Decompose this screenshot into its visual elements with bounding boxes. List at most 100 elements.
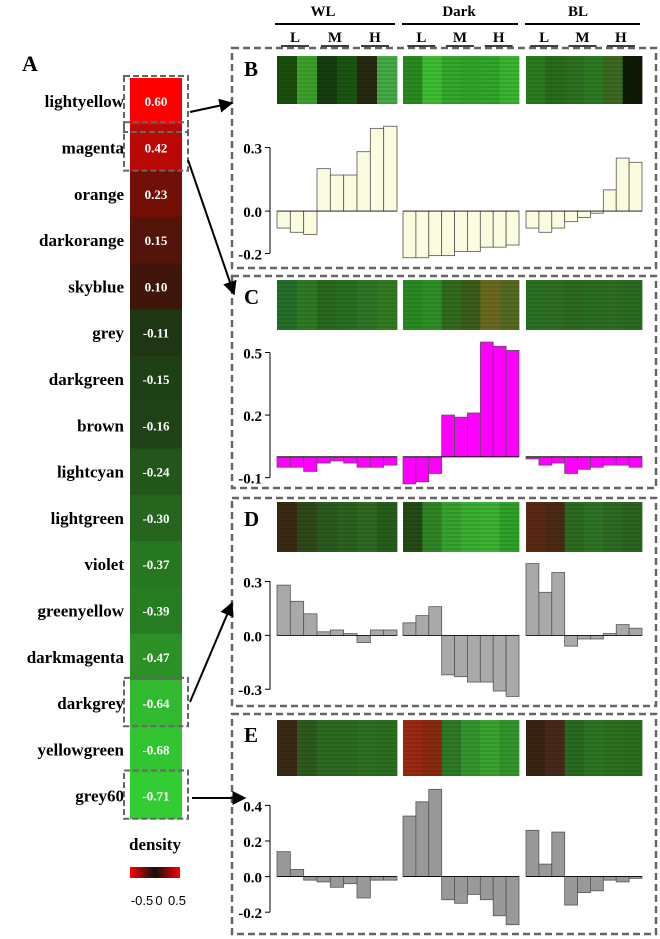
level-label: L bbox=[539, 30, 549, 46]
expression-bar bbox=[590, 876, 604, 892]
expression-bar bbox=[492, 634, 507, 692]
expression-bar bbox=[577, 456, 591, 470]
heatmap-cell bbox=[130, 541, 182, 588]
level-label: M bbox=[453, 30, 467, 46]
expression-bar bbox=[415, 456, 430, 483]
heatmap-cell bbox=[130, 726, 182, 773]
expression-bar bbox=[505, 350, 520, 458]
expression-strip-cell bbox=[422, 502, 443, 552]
expression-strip-cell bbox=[584, 280, 604, 330]
level-label: H bbox=[369, 30, 381, 46]
expression-strip-cell bbox=[499, 502, 520, 552]
y-tick-label: -0.2 bbox=[238, 906, 262, 922]
expression-bar bbox=[402, 622, 417, 636]
expression-strip-cell bbox=[461, 720, 481, 776]
expression-bar bbox=[564, 634, 578, 647]
module-trait-heatmap: 0.60 lightyellow 0.42 magenta 0.23 orange 0.15… bbox=[27, 75, 189, 820]
module-name-label: grey bbox=[92, 324, 124, 343]
expression-strip-cell bbox=[317, 720, 338, 776]
expression-strip-cell bbox=[480, 280, 501, 330]
expression-strip-cell bbox=[480, 56, 501, 104]
module-expression-panels: B 0.3 0.0 -0.2 C 0.5 0.2 -0.1 D 0.3 0.0 -0.3 E 0.4 0.2… bbox=[230, 46, 658, 936]
colorbar-tick-mid: 0 bbox=[155, 893, 162, 908]
expression-bar bbox=[615, 456, 630, 466]
expression-strip-cell bbox=[564, 56, 585, 104]
expression-strip-cell bbox=[526, 502, 546, 552]
expression-bar bbox=[505, 634, 520, 697]
expression-strip-cell bbox=[422, 280, 443, 330]
expression-bar bbox=[316, 456, 331, 464]
expression-bar bbox=[525, 210, 540, 229]
expression-bar bbox=[356, 456, 371, 468]
expression-bar bbox=[564, 456, 578, 474]
expression-strip-cell bbox=[564, 720, 585, 776]
expression-strip-cell bbox=[277, 280, 298, 330]
expression-strip-cell bbox=[337, 502, 358, 552]
expression-strip-cell bbox=[461, 280, 481, 330]
level-label: H bbox=[615, 30, 627, 46]
expression-bar bbox=[454, 416, 468, 458]
y-tick-label: -0.1 bbox=[238, 472, 262, 488]
expression-bar bbox=[454, 634, 468, 678]
expression-strip-cell bbox=[317, 56, 338, 104]
expression-strip-cell bbox=[403, 56, 423, 104]
expression-strip-cell bbox=[480, 502, 501, 552]
expression-bar bbox=[551, 210, 566, 229]
expression-strip-cell bbox=[317, 502, 338, 552]
expression-strip-cell bbox=[622, 56, 643, 104]
expression-strip-cell bbox=[622, 502, 643, 552]
expression-bar bbox=[441, 634, 455, 676]
module-name-label: darkgrey bbox=[57, 694, 124, 713]
expression-strip-cell bbox=[584, 56, 604, 104]
level-label: L bbox=[416, 30, 426, 46]
y-tick-label: -0.2 bbox=[238, 248, 262, 264]
arrow-to-d bbox=[189, 601, 234, 703]
level-label: M bbox=[575, 30, 589, 46]
module-name-label: yellowgreen bbox=[37, 740, 124, 759]
level-label: L bbox=[290, 30, 300, 46]
expression-bar bbox=[369, 456, 385, 468]
expression-strip-cell bbox=[499, 280, 520, 330]
expression-bar bbox=[441, 210, 455, 257]
heatmap-cell bbox=[130, 587, 182, 635]
expression-bar bbox=[303, 876, 318, 881]
cell-value-label: -0.47 bbox=[142, 650, 170, 665]
expression-strip-cell bbox=[422, 720, 443, 776]
expression-strip-cell bbox=[297, 280, 318, 330]
expression-bar bbox=[505, 876, 520, 926]
expression-bar bbox=[276, 584, 291, 636]
expression-bar bbox=[329, 174, 345, 212]
expression-bar bbox=[289, 600, 305, 636]
heatmap-cell bbox=[130, 124, 182, 172]
expression-bar bbox=[303, 210, 318, 235]
heatmap-cell bbox=[130, 216, 182, 264]
expression-strip-cell bbox=[545, 56, 566, 104]
expression-strip-cell bbox=[357, 56, 378, 104]
module-name-label: darkgreen bbox=[49, 370, 125, 389]
expression-bar bbox=[551, 572, 566, 636]
expression-strip-cell bbox=[277, 56, 298, 104]
expression-bar bbox=[402, 815, 417, 877]
expression-strip-cell bbox=[297, 720, 318, 776]
expression-strip-cell bbox=[545, 720, 566, 776]
expression-bar bbox=[289, 210, 305, 233]
colorbar-tick-high: 0.5 bbox=[168, 893, 186, 908]
expression-bar bbox=[564, 876, 578, 906]
expression-bar bbox=[492, 210, 507, 248]
cell-value-label: -0.11 bbox=[143, 326, 169, 341]
heatmap-cell bbox=[130, 355, 182, 403]
cell-value-label: -0.16 bbox=[142, 418, 170, 433]
colorbar-tick-low: -0.5 bbox=[131, 893, 153, 908]
expression-strip-cell bbox=[403, 720, 423, 776]
level-label: M bbox=[328, 30, 342, 46]
expression-bar bbox=[615, 876, 630, 883]
expression-strip-cell bbox=[297, 502, 318, 552]
module-name-label: skyblue bbox=[68, 277, 124, 296]
expression-bar bbox=[441, 414, 455, 458]
y-tick-label: 0.0 bbox=[243, 629, 262, 645]
expression-strip-cell bbox=[403, 502, 423, 552]
expression-bar bbox=[590, 456, 604, 468]
heatmap-cell bbox=[130, 633, 182, 681]
expression-strip-cell bbox=[403, 280, 423, 330]
expression-strip-cell bbox=[277, 502, 298, 552]
